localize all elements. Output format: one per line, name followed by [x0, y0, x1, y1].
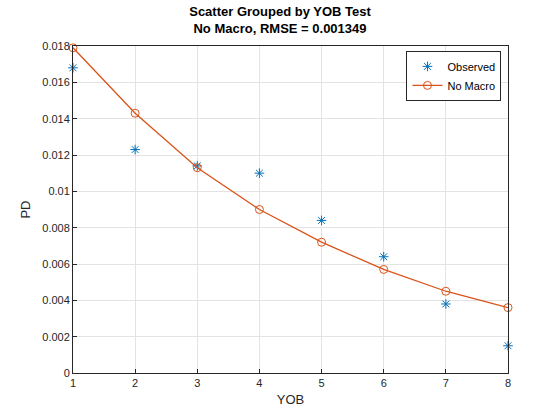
svg-text:0.006: 0.006: [42, 258, 70, 270]
svg-text:0.008: 0.008: [42, 222, 70, 234]
svg-text:0: 0: [64, 367, 70, 379]
svg-text:0.014: 0.014: [42, 113, 70, 125]
svg-text:2: 2: [132, 377, 138, 389]
svg-text:No Macro: No Macro: [447, 80, 495, 92]
svg-text:Scatter Grouped by YOB TestNo: Scatter Grouped by YOB TestNo Macro, RMS…: [189, 4, 371, 36]
svg-text:0.004: 0.004: [42, 294, 70, 306]
svg-text:5: 5: [319, 377, 325, 389]
svg-text:Observed: Observed: [447, 61, 495, 73]
svg-text:YOB: YOB: [277, 392, 304, 407]
svg-text:0.016: 0.016: [42, 76, 70, 88]
svg-text:0.002: 0.002: [42, 331, 70, 343]
svg-text:0.012: 0.012: [42, 149, 70, 161]
svg-text:0.018: 0.018: [42, 40, 70, 52]
svg-text:8: 8: [505, 377, 511, 389]
svg-text:7: 7: [443, 377, 449, 389]
svg-text:0.01: 0.01: [48, 185, 69, 197]
svg-text:6: 6: [381, 377, 387, 389]
svg-text:PD: PD: [18, 200, 33, 218]
svg-text:3: 3: [194, 377, 200, 389]
svg-text:1: 1: [70, 377, 76, 389]
svg-text:4: 4: [256, 377, 262, 389]
